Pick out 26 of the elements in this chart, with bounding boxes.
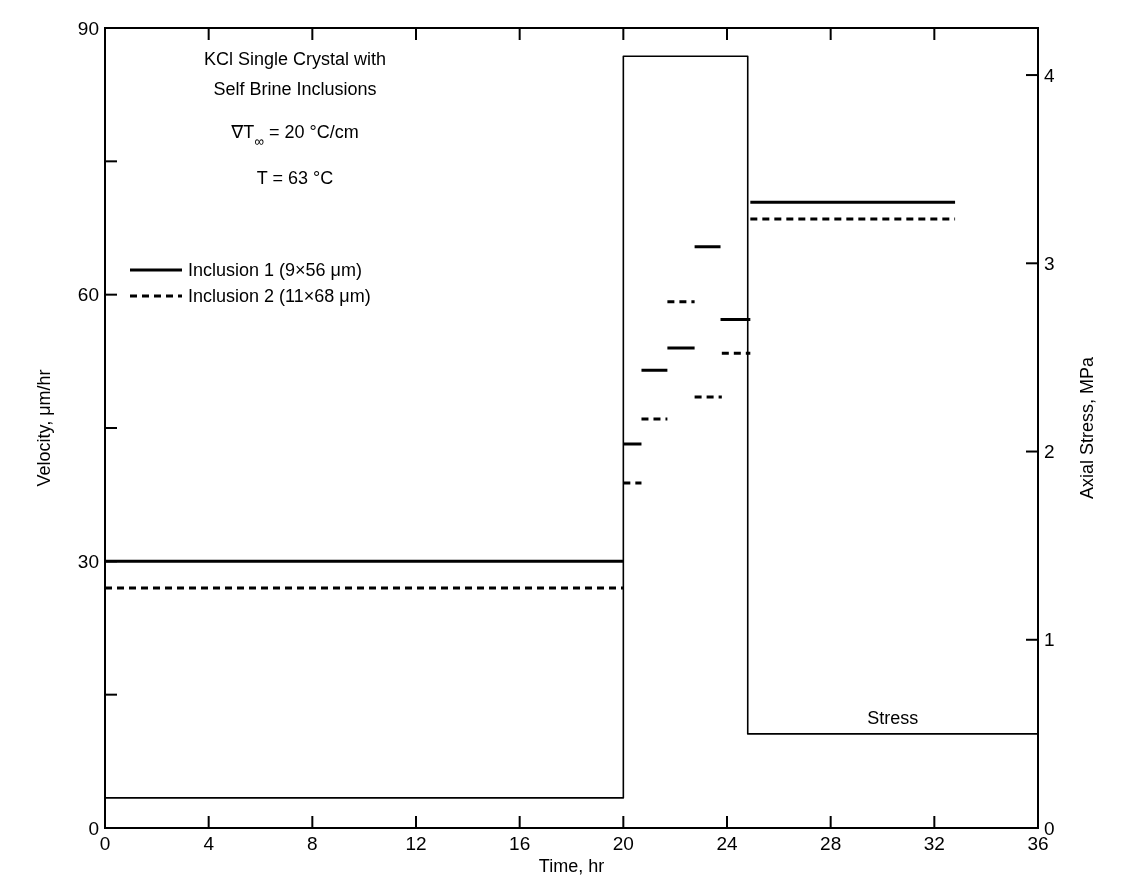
annotation: ∇T$_{∞}$ = 20 °C/cm: [230, 122, 359, 149]
y2-tick-label: 4: [1044, 64, 1055, 86]
x-tick-label: 8: [307, 833, 318, 854]
x-axis-title: Time, hr: [538, 856, 605, 876]
y2-tick-label: 3: [1044, 252, 1055, 274]
y-tick-label: 60: [77, 284, 99, 306]
legend-label: Inclusion 2 (11×68 μm): [188, 286, 371, 307]
y-tick-label: 30: [77, 550, 99, 572]
x-tick-label: 32: [923, 833, 945, 854]
legend-label: Inclusion 1 (9×56 μm): [188, 260, 362, 281]
y2-tick-label: 1: [1044, 629, 1055, 651]
x-tick-label: 20: [612, 833, 634, 854]
y-axis-title: Velocity, μm/hr: [34, 369, 54, 487]
y2-tick-label: 2: [1044, 441, 1055, 463]
series-label: Stress: [867, 707, 919, 728]
y2-axis-title: Axial Stress, MPa: [1077, 355, 1097, 500]
x-tick-label: 28: [820, 833, 842, 854]
x-tick-label: 24: [716, 833, 738, 854]
y-tick-label: 90: [77, 17, 99, 39]
annotation: T = 63 °C: [256, 168, 334, 188]
x-tick-label: 16: [509, 833, 531, 854]
y-tick-label: 0: [88, 817, 99, 839]
annotation: Self Brine Inclusions: [213, 79, 377, 99]
x-tick-label: 12: [405, 833, 427, 854]
annotation: KCl Single Crystal with: [203, 49, 387, 69]
x-tick-label: 4: [203, 833, 215, 854]
